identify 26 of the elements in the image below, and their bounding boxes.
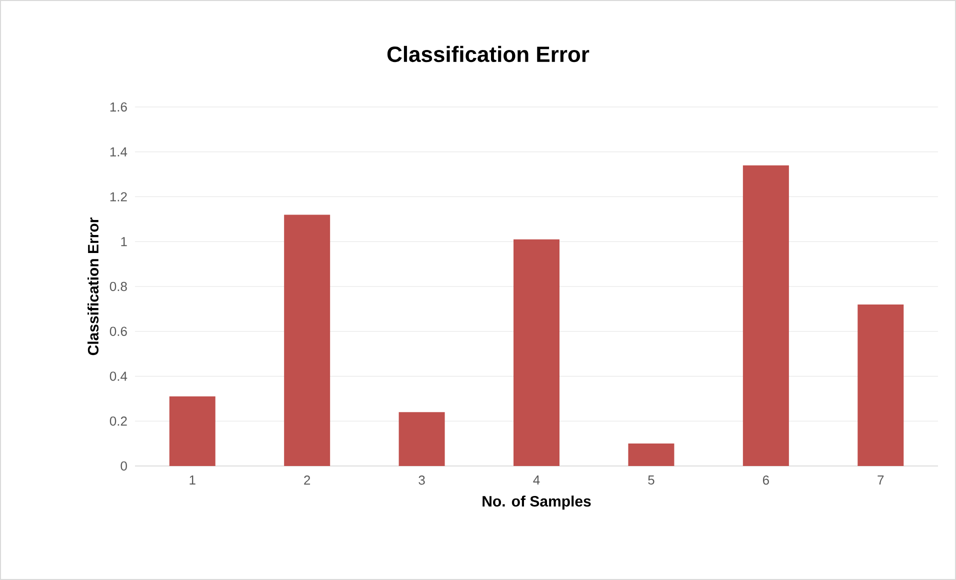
y-tick-label: 1.2	[110, 192, 127, 202]
y-tick-label: 0.4	[110, 372, 128, 381]
x-tick-label: 3	[418, 476, 425, 485]
bar	[628, 444, 674, 466]
x-tick-label: 4	[533, 476, 540, 484]
bar	[742, 165, 789, 466]
y-tick-label: 1.4	[110, 147, 128, 156]
bar	[169, 396, 216, 466]
y-tick-label: 1.6	[110, 102, 127, 112]
bar	[858, 304, 904, 466]
y-tick-label: 0	[120, 461, 127, 471]
y-tick-label: 0.2	[110, 416, 127, 426]
y-axis-title: Classification Error	[88, 218, 99, 356]
y-tick-label: 1	[121, 237, 127, 246]
x-tick-label: 7	[878, 476, 884, 484]
y-tick-label: 0.6	[110, 326, 127, 336]
bar	[398, 412, 445, 466]
bar	[514, 239, 560, 466]
x-tick-label: 1	[190, 476, 196, 484]
x-tick-label: 2	[304, 476, 310, 485]
x-axis-title: No. of Samples	[482, 496, 591, 510]
x-tick-label: 5	[648, 476, 654, 485]
y-tick-label: 0.8	[110, 282, 127, 292]
x-tick-label: 6	[762, 476, 769, 485]
chart-title: Classification Error	[387, 46, 590, 62]
bar	[284, 214, 330, 466]
